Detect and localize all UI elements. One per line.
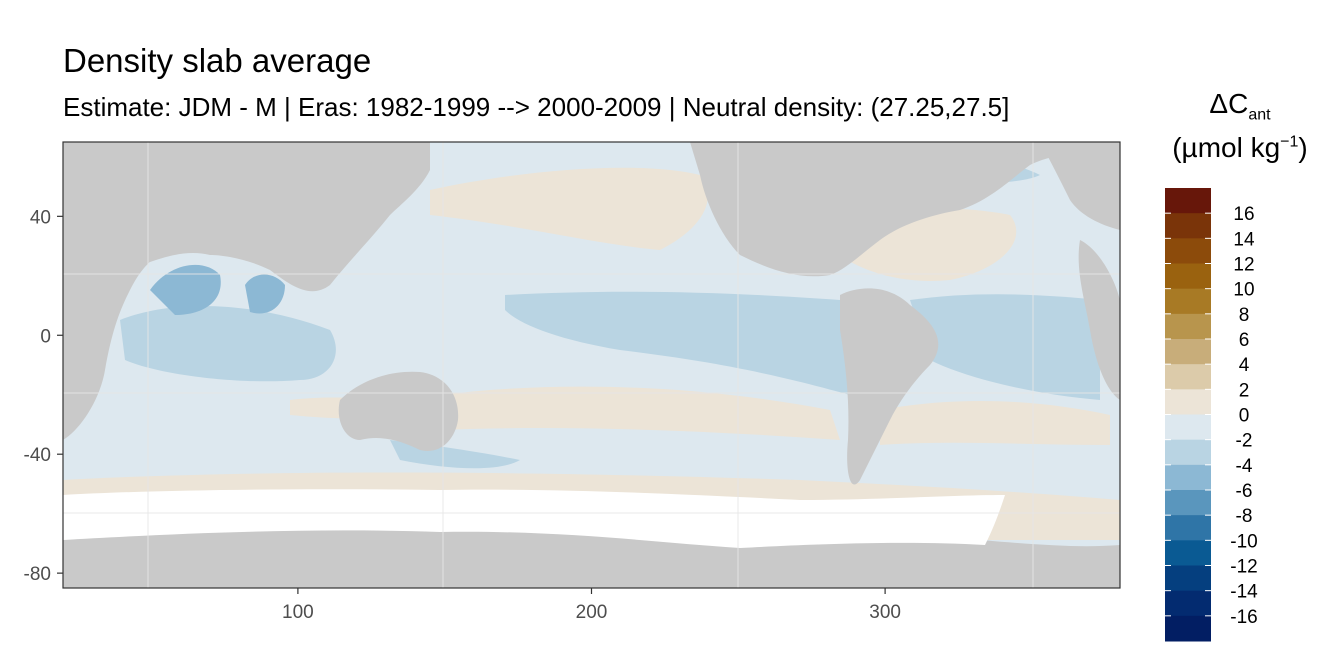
- legend-swatch: [1165, 540, 1211, 566]
- cool-region-indian-ocean: [120, 306, 336, 382]
- legend-label: 14: [1233, 229, 1255, 250]
- x-tick-label: 100: [282, 602, 314, 623]
- land-north-america: [690, 142, 1120, 277]
- cool-region-bay-of-bengal: [245, 274, 285, 314]
- legend-swatch: [1165, 414, 1211, 441]
- cool-region-equatorial-pacific: [505, 291, 850, 395]
- legend-swatch: [1165, 615, 1211, 642]
- x-tick-label: 200: [576, 602, 608, 623]
- cool-region-atlantic: [910, 294, 1100, 400]
- warm-band-south-atlantic: [880, 400, 1110, 445]
- legend-swatch: [1165, 490, 1211, 516]
- warm-band-south-pacific: [440, 386, 840, 440]
- legend-label: -10: [1230, 531, 1257, 552]
- legend-label: -8: [1236, 506, 1253, 527]
- land-south-america: [840, 288, 939, 485]
- gridlines: [63, 142, 1120, 588]
- legend-swatch: [1165, 213, 1211, 239]
- chart-subtitle: Estimate: JDM - M | Eras: 1982-1999 --> …: [63, 92, 1010, 122]
- legend-label: 2: [1239, 380, 1250, 401]
- y-tick-label: 0: [40, 326, 51, 347]
- land-australia: [338, 371, 459, 451]
- land-eurasia: [63, 142, 430, 292]
- warm-band-north-pacific: [430, 167, 708, 250]
- y-tick-label: 40: [30, 207, 51, 228]
- legend-swatch: [1165, 364, 1211, 390]
- x-tick-label: 300: [869, 602, 901, 623]
- legend-label: 6: [1239, 330, 1250, 351]
- land-west-africa: [1078, 240, 1120, 400]
- y-tick-label: -80: [24, 564, 51, 585]
- legend-label: 12: [1233, 255, 1254, 276]
- y-tick-label: -40: [24, 445, 51, 466]
- legend-swatch: [1165, 238, 1211, 264]
- legend-colorbar: 16 14 12 10 8 6 4 2 0 -2 -4 -6 -8 -10 -12 -14 -16: [1165, 188, 1258, 642]
- legend-label: 8: [1239, 305, 1250, 326]
- legend-label: 10: [1233, 280, 1254, 301]
- legend-swatch: [1165, 515, 1211, 541]
- legend-title: ΔCant (µmol kg−1): [1172, 88, 1308, 163]
- no-data-antarctic-shelf: [63, 489, 1005, 548]
- legend-swatch: [1165, 313, 1211, 340]
- legend-label: -6: [1236, 481, 1253, 502]
- legend-label: -4: [1236, 456, 1253, 477]
- land-eastern-asia-europe: [1040, 142, 1120, 230]
- no-data-regions: [63, 489, 1005, 548]
- legend-label: -14: [1230, 582, 1258, 603]
- map-panel: [63, 142, 1120, 588]
- legend-label: -2: [1236, 431, 1253, 452]
- land-greenland: [975, 142, 1040, 155]
- legend-swatch: [1165, 590, 1211, 617]
- legend-label: 4: [1239, 355, 1250, 376]
- legend-label: 0: [1239, 406, 1250, 427]
- legend-swatch: [1165, 565, 1211, 592]
- chart-title: Density slab average: [63, 42, 372, 79]
- legend-swatch: [1165, 288, 1211, 315]
- legend-label: -12: [1230, 557, 1257, 578]
- legend-label: 16: [1233, 204, 1254, 225]
- legend-swatch: [1165, 439, 1211, 466]
- legend-swatch: [1165, 263, 1211, 290]
- legend-swatch: [1165, 389, 1211, 415]
- legend-swatch: [1165, 464, 1211, 491]
- legend-label: -16: [1230, 607, 1257, 628]
- cool-region-arabian-sea: [150, 264, 221, 315]
- legend-swatch: [1165, 188, 1211, 214]
- legend-swatch: [1165, 339, 1211, 365]
